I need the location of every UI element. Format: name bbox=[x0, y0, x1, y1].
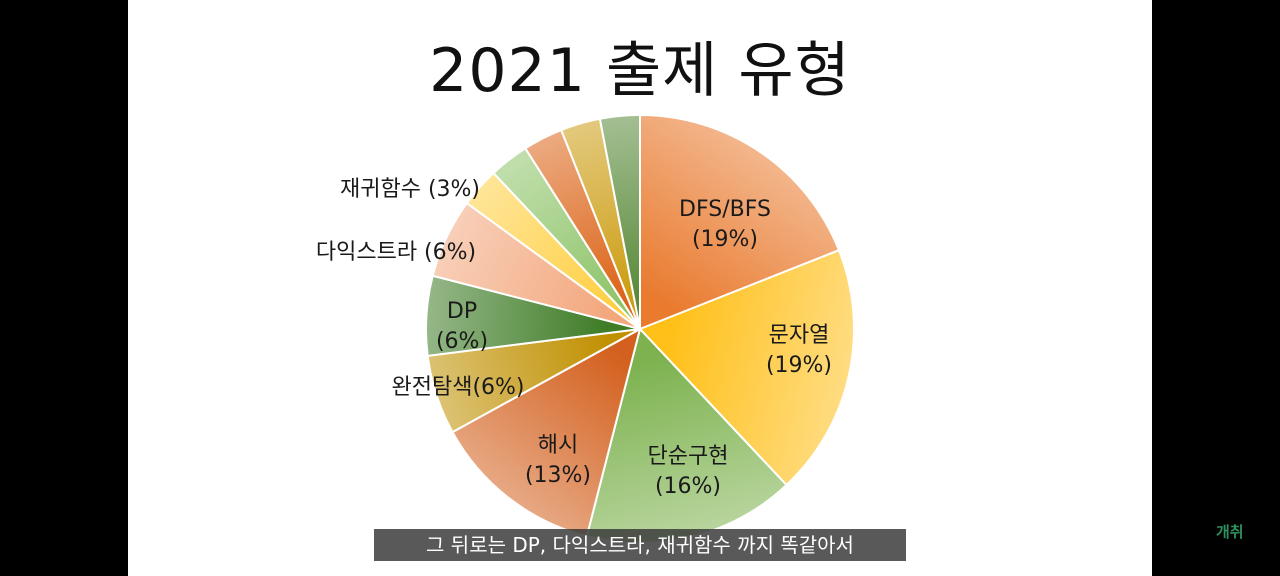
pie-slice-1 bbox=[639, 113, 841, 331]
slice-percent-4: (13%) bbox=[525, 463, 591, 488]
slice-label-1: DFS/BFS bbox=[679, 197, 771, 222]
slice-percent-3: (16%) bbox=[655, 474, 721, 499]
slice-label-3: 단순구현 bbox=[648, 444, 729, 469]
channel-watermark: 개취 bbox=[1216, 523, 1244, 541]
pie-slice-12 bbox=[598, 113, 641, 330]
slice-percent-1: (19%) bbox=[692, 227, 758, 252]
video-caption: 그 뒤로는 DP, 다익스트라, 재귀함수 까지 똑같아서 bbox=[374, 529, 906, 561]
slice-percent-2: (19%) bbox=[766, 353, 832, 378]
slice-percent-6: (6%) bbox=[436, 329, 488, 354]
slice-label-7: 다익스트라 (6%) bbox=[316, 240, 476, 265]
slice-label-6: DP bbox=[447, 299, 477, 324]
slice-label-4: 해시 bbox=[538, 433, 578, 458]
slice-label-5: 완전탐색(6%) bbox=[391, 375, 524, 400]
chart-title: 2021 출제 유형 bbox=[429, 36, 851, 106]
slice-label-8: 재귀함수 (3%) bbox=[340, 177, 480, 202]
pie-chart: DFS/BFS (19%) 문자열 (19%) 단순구현 (16%) 해시 (13%) 완전탐색… bbox=[316, 113, 855, 544]
slice-label-2: 문자열 bbox=[769, 323, 830, 348]
pie-slice-2 bbox=[638, 248, 855, 487]
slide: 2021 출제 유형 DFS/BFS (19%) 문자열 (19%) 단순구현 (16%)… bbox=[128, 0, 1152, 576]
